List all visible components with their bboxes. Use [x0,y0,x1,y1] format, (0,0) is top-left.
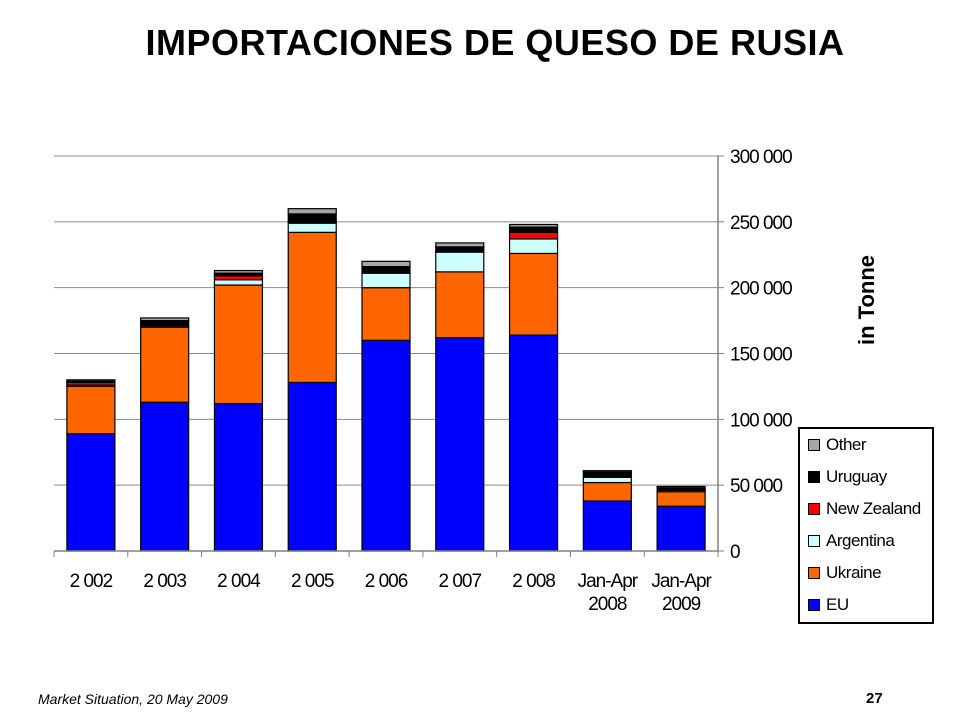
y-axis-label: in Tonne [854,255,879,345]
bar-segment-uruguay [287,213,337,223]
bar-segment-ukraine [508,252,559,336]
legend-label: Argentina [826,531,895,550]
bars [66,208,706,552]
bar-segment-ukraine [361,287,411,341]
bar-segment-argentina [213,279,264,286]
legend-label: Other [826,435,867,454]
bar-segment-ukraine [656,491,706,507]
legend-swatch [808,439,820,451]
bar-segment-uruguay [508,226,559,233]
legend-swatch [808,567,820,579]
legend-item-argentina: Argentina [808,529,895,553]
bar-segment-other [287,208,337,215]
page-number: 27 [866,690,883,707]
x-tick-label: 2009 [662,594,701,615]
bar-segment-uruguay [435,246,485,253]
bar-segment-other [140,317,190,322]
legend-item-eu: EU [808,593,849,617]
bar-segment-new-zealand [508,231,559,240]
bar-segment-ukraine [287,231,337,384]
bar-segment-ukraine [582,481,632,502]
legend-label: EU [826,595,849,614]
legend-swatch [808,471,820,483]
bar-segment-other [656,485,706,489]
x-tick-labels: 2 002 2 003 2 004 2 005 2 006 2 007 2 008 Jan-A… [70,571,714,615]
bar-segment-uruguay [361,266,411,274]
legend-label: New Zealand [826,499,921,518]
bar-segment-ukraine [213,284,264,405]
bar-segment-eu [361,339,411,552]
legend-swatch [808,535,820,547]
legend-label: Ukraine [826,563,882,582]
legend-swatch [808,503,820,515]
bar-segment-eu [66,433,116,552]
chart-legend: Other Uruguay New Zealand Argentina Ukraine E… [798,427,934,624]
legend-item-uruguay: Uruguay [808,465,887,489]
x-tick-label: 2 006 [365,571,408,592]
y-tick-label: 250 000 [730,213,792,234]
y-tick-label: 50 000 [730,476,783,497]
footer-source: Market Situation, 20 May 2009 [38,691,228,707]
legend-item-other: Other [808,433,867,457]
bar-segment-other [66,379,116,382]
bar-segment-argentina [287,222,337,233]
x-tick-label: 2 003 [143,571,186,592]
y-tick-label: 200 000 [730,279,792,300]
bar-segment-eu [508,334,559,552]
bar-segment-other [213,269,264,274]
bar-segment-ukraine [435,271,485,339]
x-tick-label: Jan-Apr [578,571,639,592]
bar-segment-ukraine [140,326,190,403]
bar-segment-eu [656,505,706,552]
x-tick-label: 2 008 [512,571,555,592]
chart-title: IMPORTACIONES DE QUESO DE RUSIA [145,22,845,63]
y-tick-label: 100 000 [730,410,792,431]
bar-segment-eu [140,401,190,552]
x-tick-label: 2 005 [291,571,334,592]
bar-segment-argentina [582,476,632,484]
bar-segment-uruguay [140,319,190,327]
bar-segment-other [361,260,411,268]
bar-segment-eu [582,500,632,552]
legend-item-ukraine: Ukraine [808,561,882,585]
bar-segment-argentina [361,272,411,289]
bar-segment-argentina [508,238,559,255]
bar-segment-eu [287,381,337,552]
bar-segment-eu [213,402,264,552]
bar-segment-ukraine [66,385,116,435]
y-tick-label: 150 000 [730,345,792,366]
bar-segment-eu [435,337,485,552]
bar-segment-other [435,242,485,248]
legend-swatch [808,599,820,611]
y-tick-labels: 0 50 000 100 000 150 000 200 000 250 000 300 0… [730,147,793,563]
bar-segment-argentina [435,251,485,273]
legend-item-new-zealand: New Zealand [808,497,921,521]
bar-segment-other [508,223,559,228]
legend-label: Uruguay [826,467,887,486]
bar-segment-uruguay [582,471,632,478]
x-tick-label: Jan-Apr [651,571,712,592]
x-tick-label: 2 007 [439,571,482,592]
bar-segment-other [582,470,632,473]
axes [54,156,719,552]
y-tick-label: 0 [730,542,740,563]
x-tick-label: 2008 [588,594,627,615]
y-tick-label: 300 000 [730,147,792,168]
x-tick-label: 2 002 [70,571,113,592]
x-tick-label: 2 004 [217,571,261,592]
